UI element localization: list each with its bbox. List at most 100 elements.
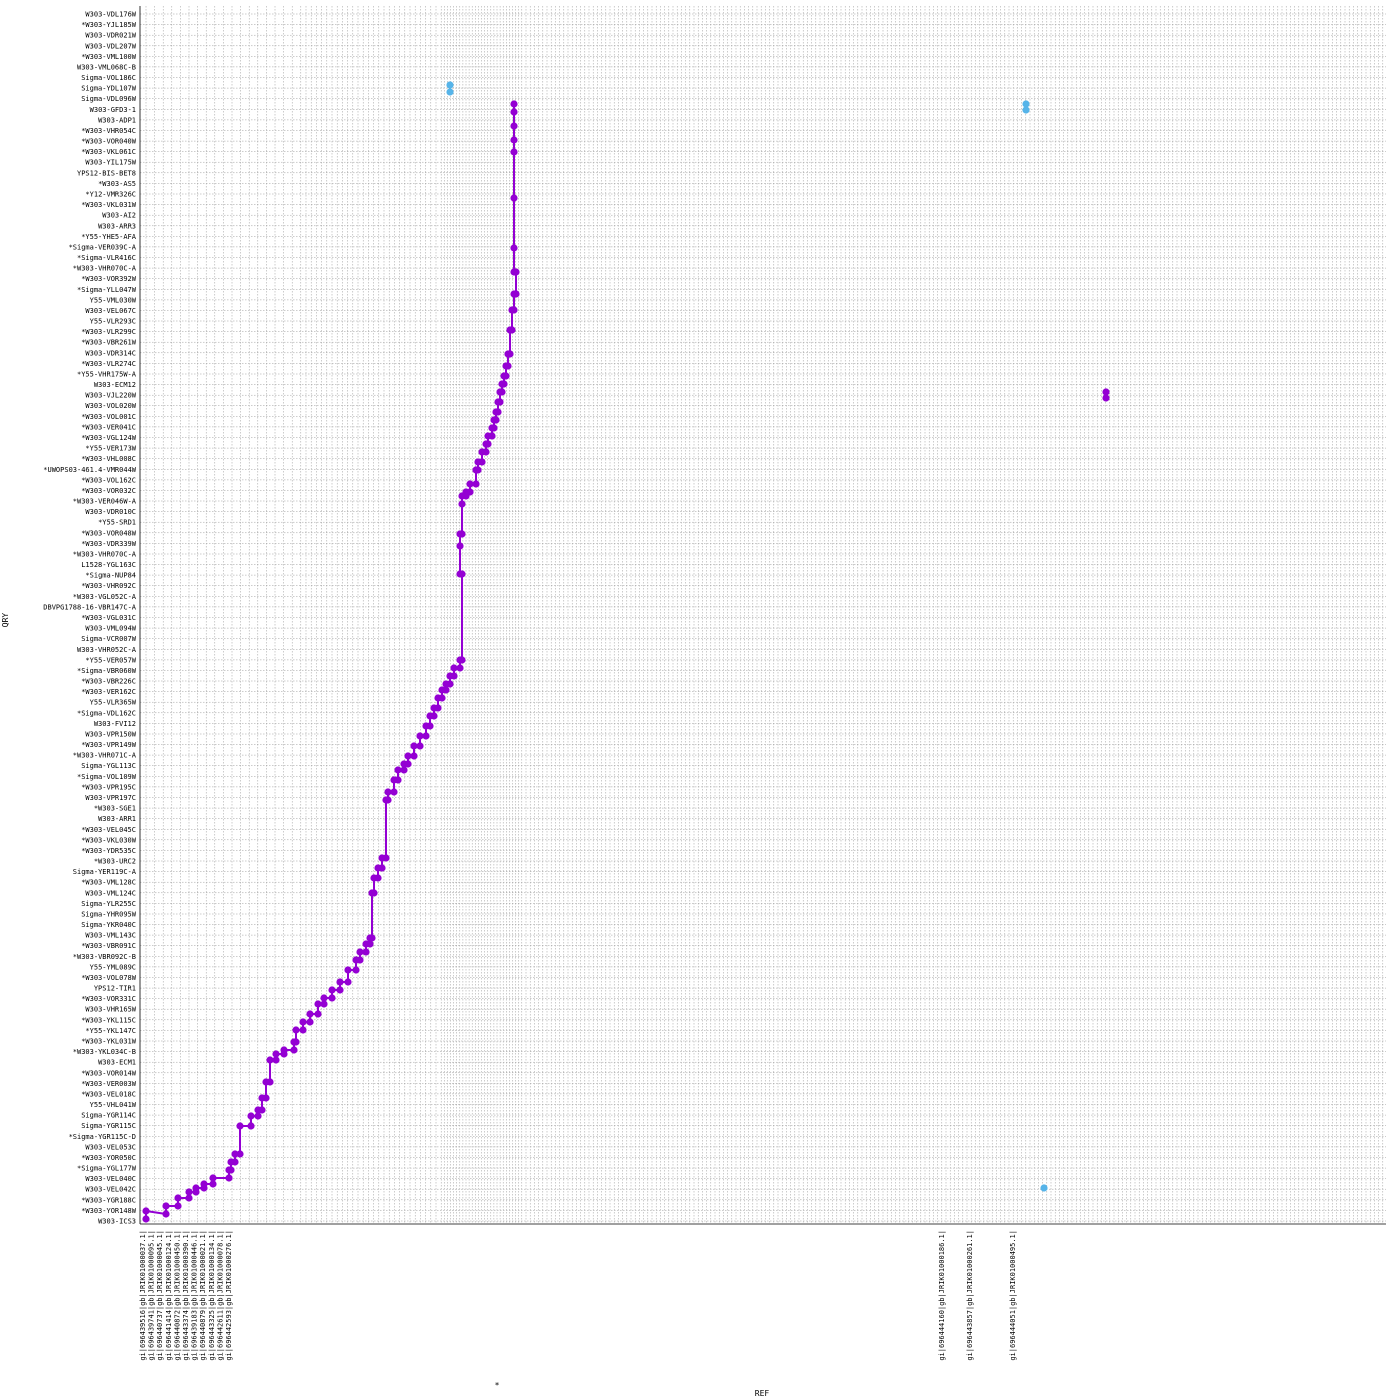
alignment-point [162, 1202, 170, 1210]
y-tick-label: W303-ECM1 [98, 1059, 136, 1067]
x-grid-lines [145, 6, 1384, 1224]
alignment-point [1022, 100, 1030, 108]
y-tick-label: *W303-SGE1 [94, 805, 136, 813]
alignment-point [290, 1046, 298, 1054]
alignment-point [299, 1026, 307, 1034]
y-tick-label: Y55-VML030W [90, 296, 137, 304]
alignment-point [320, 994, 328, 1002]
y-tick-label: *W303-VLR274C [81, 360, 136, 368]
alignment-point [247, 1112, 255, 1120]
y-tick-label: *W303-YDR535C [81, 847, 136, 855]
y-tick-label: *Y12-VMR326C [85, 191, 136, 199]
y-tick-label: *W303-VGL052C-A [73, 593, 137, 601]
alignment-point [416, 732, 424, 740]
alignment-point [512, 290, 520, 298]
y-tick-label: Sigma-YKR040C [81, 921, 136, 929]
y-tick-label: W303-VDR314C [85, 349, 136, 357]
y-tick-label: *Sigma-VDL162C [77, 709, 136, 717]
y-tick-label: W303-VEL053C [85, 1143, 136, 1151]
alignment-series [142, 81, 1110, 1223]
y-tick-label: W303-ARR1 [98, 815, 136, 823]
y-tick-label: Sigma-YGR115C [81, 1122, 136, 1130]
alignment-point [410, 752, 418, 760]
alignment-point [508, 326, 516, 334]
y-tick-label: *Sigma-YGL177W [77, 1165, 137, 1173]
y-tick-label: *W303-VDR339W [81, 540, 137, 548]
alignment-point [231, 1158, 239, 1166]
alignment-point [496, 398, 504, 406]
y-tick-label: Sigma-YHR095W [81, 911, 137, 919]
y-tick-label: W303-VHR052C-A [77, 646, 137, 654]
alignment-point [236, 1150, 244, 1158]
x-tick-label: gi|696439183|gb|JRIK01000446.1| [191, 1230, 199, 1361]
alignment-point [510, 194, 518, 202]
alignment-point [292, 1038, 300, 1046]
y-tick-label: *Y55-YHE5-AFA [81, 233, 137, 241]
x-tick-label: gi|696444160|gb|JRIK01000186.1| [938, 1230, 946, 1361]
alignment-point [356, 948, 364, 956]
y-tick-label: *W303-VER046W-A [73, 498, 137, 506]
y-tick-label: W303-VDR021W [85, 32, 136, 40]
alignment-point [446, 88, 454, 96]
alignment-point [466, 488, 474, 496]
y-tick-label: *W303-VGL124W [81, 434, 137, 442]
y-tick-label: *W303-VBR261W [81, 339, 137, 347]
y-tick-label: *W303-VEL018C [81, 1090, 136, 1098]
alignment-point [1102, 388, 1110, 396]
y-tick-label: *UWOPS03-461.4-VMR044W [43, 466, 137, 474]
alignment-point [266, 1056, 274, 1064]
y-tick-label: *W303-VER003W [81, 1080, 137, 1088]
y-tick-label: *W303-VOL001C [81, 413, 136, 421]
y-tick-label: W303-ICS3 [98, 1218, 136, 1226]
alignment-point [306, 1018, 314, 1026]
y-tick-label: *W303-VHR054C [81, 127, 136, 135]
y-tick-label: Sigma-YGL113C [81, 762, 136, 770]
alignment-point [474, 466, 482, 474]
alignment-point [231, 1150, 239, 1158]
alignment-point [236, 1122, 244, 1130]
y-tick-label: W303-ARR3 [98, 222, 136, 230]
y-tick-label: L1528-YGL163C [81, 561, 136, 569]
y-tick-label: W303-VJL220W [85, 392, 136, 400]
alignment-point [336, 986, 344, 994]
y-tick-label: W303-GFD3-1 [90, 106, 136, 114]
y-tick-label: *W303-VPR149W [81, 741, 137, 749]
y-axis-title: QRY [1, 613, 10, 628]
alignment-point [266, 1078, 274, 1086]
y-tick-label: Sigma-VOL186C [81, 74, 136, 82]
y-tick-label: *W303-VHR070C-A [73, 551, 137, 559]
y-tick-label: *W303-YJL185W [81, 21, 137, 29]
y-tick-label: *W303-VKL061C [81, 148, 136, 156]
y-tick-label: *W303-VBR092C-B [73, 953, 136, 961]
alignment-point [320, 1000, 328, 1008]
y-tick-label: *Sigma-VOL109W [77, 773, 137, 781]
y-tick-label: YPS12-BIS-BET8 [77, 169, 136, 177]
y-tick-label: *W303-YOR148W [81, 1207, 137, 1215]
x-tick-label: gi|696440879|gb|JRIK01000021.1| [199, 1230, 207, 1361]
alignment-point [368, 934, 376, 942]
y-tick-label: *Sigma-VLR416C [77, 254, 136, 262]
alignment-point [192, 1184, 200, 1192]
alignment-point [362, 948, 370, 956]
alignment-point [438, 694, 446, 702]
y-tick-label: Y55-VLR293C [90, 318, 136, 326]
alignment-point [446, 81, 454, 89]
x-tick-label: gi|696439741|gb|JRIK01000095.1| [148, 1230, 156, 1361]
y-tick-label: *W303-VBR091C [81, 942, 136, 950]
alignment-point [328, 994, 336, 1002]
alignment-point [185, 1188, 193, 1196]
y-tick-label: *W303-VGL031C [81, 614, 136, 622]
alignment-point [434, 704, 442, 712]
y-tick-label: W303-AI2 [102, 212, 136, 220]
y-tick-label: *W303-VOR392W [81, 275, 137, 283]
y-tick-label: *W303-VER162C [81, 688, 136, 696]
alignment-point [200, 1180, 208, 1188]
y-tick-label: *W303-VKL030W [81, 836, 137, 844]
y-tick-label: *W303-VML128C [81, 879, 136, 887]
y-tick-label: W303-VML094W [85, 625, 136, 633]
x-tick-label: gi|696440872|gb|JRIK01000450.1| [173, 1230, 181, 1361]
y-tick-label: *W303-VOR014W [81, 1069, 137, 1077]
alignment-point [314, 1000, 322, 1008]
y-tick-label: Sigma-YGR114C [81, 1112, 136, 1120]
x-tick-label: gi|696444051|gb|JRIK01000495.1| [1009, 1230, 1017, 1361]
